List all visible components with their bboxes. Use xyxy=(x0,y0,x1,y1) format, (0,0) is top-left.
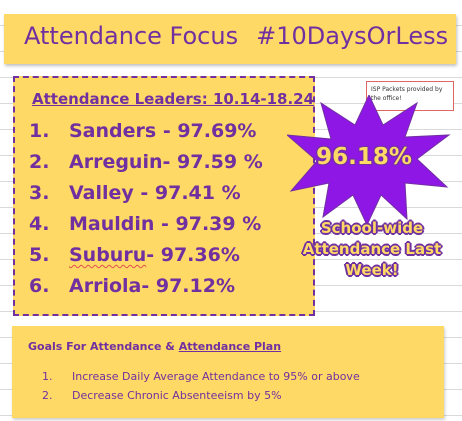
leader-item: 2. Arreguin- 97.59 % xyxy=(29,151,263,181)
leader-text: Sanders - 97.69% xyxy=(69,120,257,142)
leader-text: - 97.36% xyxy=(146,244,240,266)
leader-name-misspelled: Suburu xyxy=(69,244,147,266)
goals-panel: Goals For Attendance & Attendance Plan 1… xyxy=(12,326,444,418)
caption-line: School-wide xyxy=(320,219,424,237)
goals-heading: Goals For Attendance & Attendance Plan xyxy=(28,340,281,353)
caption-line: Week! xyxy=(345,261,399,279)
leader-item: 1. Sanders - 97.69% xyxy=(29,120,256,150)
leader-rank: 4. xyxy=(29,213,50,235)
leader-item: 3. Valley - 97.41 % xyxy=(29,182,241,212)
attendance-plan-link[interactable]: Attendance Plan xyxy=(178,340,282,353)
caption-line: Attendance Last xyxy=(302,240,442,258)
hashtag: #10DaysOrLess xyxy=(256,22,449,50)
leader-text: Mauldin - 97.39 % xyxy=(69,213,262,235)
leader-text: Valley - 97.41 % xyxy=(69,182,241,204)
title-banner: Attendance Focus #10DaysOrLess xyxy=(4,14,456,64)
leader-text: Arriola- 97.12% xyxy=(69,275,235,297)
leader-rank: 5. xyxy=(29,244,50,266)
sticky-note: ISP Packets provided by the office! xyxy=(366,81,454,111)
attendance-leaders-panel: Attendance Leaders: 10.14-18.24 1. Sander… xyxy=(13,76,315,316)
school-wide-rate: 96.18% xyxy=(316,144,412,170)
goal-item: 1. Increase Daily Average Attendance to 9… xyxy=(42,370,360,383)
leader-item: 4. Mauldin - 97.39 % xyxy=(29,213,261,243)
title-left: Attendance Focus xyxy=(24,22,239,50)
leader-rank: 2. xyxy=(29,151,50,173)
leader-item: 6. Arriola- 97.12% xyxy=(29,275,235,305)
goal-text: Increase Daily Average Attendance to 95%… xyxy=(72,370,360,383)
goal-item: 2. Decrease Chronic Absenteeism by 5% xyxy=(42,389,282,402)
leaders-heading: Attendance Leaders: 10.14-18.24 xyxy=(32,90,315,108)
leader-rank: 6. xyxy=(29,275,50,297)
leader-text: Arreguin- 97.59 % xyxy=(69,151,263,173)
starburst-shape xyxy=(287,95,451,225)
page-title: Attendance Focus #10DaysOrLess xyxy=(24,22,448,50)
leader-item: 5. Suburu- 97.36% xyxy=(29,244,240,274)
goals-heading-prefix: Goals For Attendance & xyxy=(28,340,179,353)
leader-rank: 1. xyxy=(29,120,50,142)
leader-rank: 3. xyxy=(29,182,50,204)
school-wide-caption: School-wide Attendance Last Week! xyxy=(302,218,442,281)
goal-number: 2. xyxy=(42,389,53,402)
goal-number: 1. xyxy=(42,370,53,383)
goal-text: Decrease Chronic Absenteeism by 5% xyxy=(72,389,282,402)
